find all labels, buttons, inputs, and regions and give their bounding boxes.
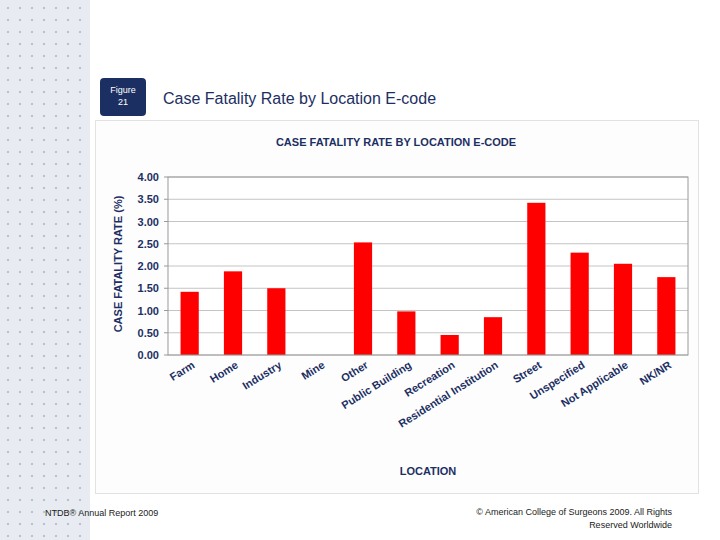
x-tick-label: NK/NR: [637, 358, 673, 387]
grid-line: [168, 332, 688, 333]
chart-title: CASE FATALITY RATE BY LOCATION E-CODE: [276, 136, 516, 148]
grid-line: [168, 288, 688, 289]
y-tick-label: 3.50: [138, 193, 159, 205]
x-tick-label: Public Building: [339, 359, 413, 412]
bar: [441, 335, 459, 355]
y-tick-label: 1.50: [138, 282, 159, 294]
y-tick-label: 0.50: [138, 327, 159, 339]
tick-mark: [164, 177, 168, 178]
footer-left: NTDB® Annual Report 2009: [45, 508, 158, 518]
tick-mark: [164, 310, 168, 311]
grid-line: [168, 221, 688, 222]
bar: [614, 264, 632, 355]
x-tick-label: Other: [339, 358, 371, 384]
figure-label: Figure21: [100, 78, 146, 116]
x-tick-label: Residential Institution: [396, 358, 500, 429]
bar: [527, 203, 545, 355]
tick-mark: [164, 355, 168, 356]
tick-mark: [164, 221, 168, 222]
x-tick-label: Not Applicable: [559, 359, 630, 410]
bar: [657, 277, 675, 355]
tick-mark: [164, 332, 168, 333]
y-tick-label: 0.00: [138, 349, 159, 361]
slide-heading: Case Fatality Rate by Location E-code: [163, 90, 436, 108]
bar: [267, 288, 285, 355]
figure-label-line: 21: [100, 96, 146, 108]
y-tick-label: 2.50: [138, 238, 159, 250]
bars: [181, 203, 676, 355]
x-axis-label: LOCATION: [400, 465, 457, 477]
side-stripe: [0, 0, 90, 540]
tick-mark: [164, 266, 168, 267]
x-tick-label: Farm: [168, 358, 197, 383]
chart: 0.00 0.50 1.00 1.50 2.00 2.50 3.00 3.50 4.00 Farm…: [0, 0, 720, 540]
tick-mark: [164, 288, 168, 289]
y-tick-label: 3.00: [138, 216, 159, 228]
x-tick-label: Industry: [240, 358, 284, 392]
y-tick-label: 4.00: [138, 171, 159, 183]
y-tick-label: 2.00: [138, 260, 159, 272]
plot-area: [168, 177, 688, 355]
x-tick-label: Street: [511, 358, 544, 385]
grid-line: [168, 310, 688, 311]
bar: [224, 271, 242, 355]
bar: [181, 292, 199, 355]
y-axis-label: CASE FATALITY RATE (%): [112, 195, 124, 332]
footer-right: © American College of Surgeons 2009. All…: [457, 506, 672, 532]
bar: [397, 311, 415, 355]
bar: [354, 242, 372, 355]
figure-label-line: Figure: [100, 84, 146, 96]
tick-mark: [164, 199, 168, 200]
bar: [484, 317, 502, 355]
grid-line: [168, 199, 688, 200]
grid-line: [168, 266, 688, 267]
x-tick-label: Mine: [299, 359, 327, 382]
grid-line: [168, 243, 688, 244]
y-tick-label: 1.00: [138, 305, 159, 317]
plot-frame: [168, 177, 688, 355]
x-tick-label: Home: [208, 359, 240, 385]
tick-mark: [164, 243, 168, 244]
bar: [571, 253, 589, 355]
